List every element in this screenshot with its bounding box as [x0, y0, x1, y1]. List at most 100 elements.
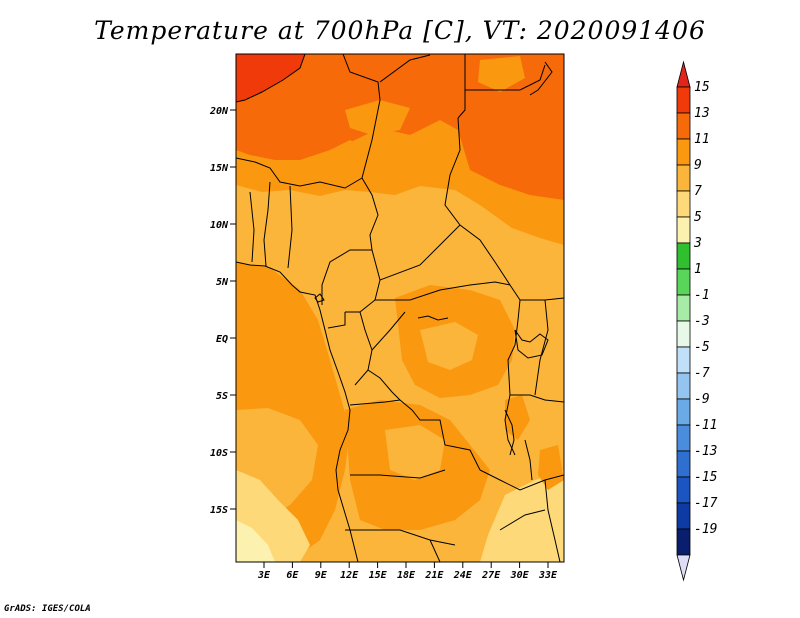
colorbar-label: -17 [694, 496, 718, 511]
river-congo [417, 315, 449, 321]
border-benin [287, 185, 293, 269]
border-niger-west [342, 54, 381, 179]
border-angola-drc [349, 399, 481, 471]
colorbar-swatch [676, 216, 691, 244]
border-uganda-kenya [534, 299, 549, 396]
colorbar-swatch [676, 502, 691, 530]
lon-tick-label: 33E [538, 570, 558, 581]
colorbar-swatch [676, 242, 691, 270]
lon-tick-label: 21E [424, 570, 444, 581]
lake-malawi [524, 439, 533, 481]
colorbar-swatch [676, 268, 691, 296]
colorbar-swatch [676, 450, 691, 478]
colorbar-swatch [676, 190, 691, 218]
colorbar-label: -11 [694, 418, 717, 433]
colorbar-swatch [676, 112, 691, 140]
lon-tick-label: 24E [453, 570, 473, 581]
colorbar-swatch [676, 346, 691, 374]
border-botswana [429, 539, 441, 562]
colorbar-swatch [676, 372, 691, 400]
border-chad-sudan [444, 117, 511, 286]
border-egypt-sudan [465, 64, 546, 91]
field-patch-northeast [478, 56, 525, 92]
colorbar-swatch [676, 294, 691, 322]
colorbar-label: -9 [694, 392, 710, 407]
coastline-west-africa [236, 261, 359, 562]
colorbar-label: 7 [694, 184, 702, 199]
colorbar-label: 11 [694, 132, 710, 147]
colorbar-over-triangle [676, 60, 691, 88]
colorbar-label: 1 [694, 262, 702, 277]
lat-tick-label: 15N [210, 163, 229, 174]
country-borders [236, 54, 564, 562]
colorbar-label: -13 [694, 444, 717, 459]
border-congo-drc [371, 311, 406, 351]
field-band-15-to-13 [236, 54, 305, 102]
field-patch-southeast [538, 445, 564, 490]
border-equatorial-guinea [327, 312, 346, 329]
lon-tick-label: 15E [369, 570, 388, 581]
colorbar: 15 13 11 9 7 5 3 1 -1 -3 -5 -7 -9 -11 -13 -15 -17 -19 [676, 60, 718, 582]
field-band-5-to-3 [236, 520, 275, 562]
colorbar-label: -5 [694, 340, 710, 355]
lake-tanganyika [504, 409, 515, 456]
border-libya-egypt [457, 54, 466, 119]
border-drc-angola-north [367, 369, 401, 401]
island-bioko [314, 293, 325, 303]
border-nigeria-chad [361, 177, 379, 251]
lon-tick-label: 18E [397, 570, 416, 581]
border-car-drc [375, 281, 511, 301]
colorbar-label: 9 [694, 158, 702, 173]
lat-tick-label: 10S [210, 448, 228, 459]
lat-tick-label: 15S [210, 505, 228, 516]
lon-tick-label: 6E [286, 570, 299, 581]
border-zambia-malawi [479, 469, 564, 491]
temperature-field [236, 54, 564, 562]
border-mozambique [544, 479, 561, 562]
border-sahel [236, 157, 363, 189]
border-libya-niger [379, 54, 431, 83]
border-namibia [345, 529, 456, 546]
border-angola-zambia [350, 469, 446, 479]
lake-victoria [514, 329, 549, 359]
border-ivory-coast [249, 191, 255, 263]
colorbar-label: -7 [694, 366, 710, 381]
colorbar-swatch [676, 476, 691, 504]
colorbar-label: -15 [694, 470, 718, 485]
field-patch-congo-center [420, 322, 478, 370]
latitude-axis: 20N 15N 10N 5N EQ 5S 10S 15S [209, 106, 236, 516]
lat-tick-label: 10N [210, 220, 229, 231]
field-band-7-to-5-southeast [480, 470, 564, 562]
field-patch-great-lakes [505, 395, 530, 440]
colorbar-swatch [676, 424, 691, 452]
lon-tick-label: 3E [257, 570, 271, 581]
colorbar-swatch [676, 528, 691, 556]
field-patch-north-small [330, 140, 365, 162]
colorbar-label: -1 [694, 288, 710, 303]
colorbar-swatch [676, 86, 691, 114]
border-nigeria-cameroon [321, 249, 372, 305]
lon-tick-label: 30E [510, 570, 530, 581]
colorbar-label: -3 [694, 314, 710, 329]
colorbar-label: 15 [694, 80, 710, 95]
longitude-axis: 3E 6E 9E 12E 15E 18E 21E 24E 27E 30E 33E [257, 562, 558, 581]
lon-tick-label: 9E [315, 570, 328, 581]
colorbar-under-triangle [676, 554, 691, 582]
colorbar-swatch [676, 398, 691, 426]
colorbar-label: -19 [694, 522, 717, 537]
lat-tick-label: 5S [216, 391, 228, 402]
colorbar-swatch [676, 138, 691, 166]
colorbar-label: 5 [694, 210, 702, 225]
border-rwanda-tanzania [510, 394, 564, 403]
border-drc-east [504, 284, 521, 456]
border-zimbabwe [499, 509, 546, 531]
lat-tick-label: 20N [209, 106, 229, 117]
field-patch-north-center [345, 100, 410, 135]
grads-credit: GrADS: IGES/COLA [4, 604, 91, 614]
border-ghana-togo [263, 181, 271, 267]
lon-tick-label: 27E [481, 570, 501, 581]
field-patch-angola [385, 425, 445, 480]
border-car-chad [379, 224, 461, 281]
lat-tick-label: 5N [216, 277, 229, 288]
